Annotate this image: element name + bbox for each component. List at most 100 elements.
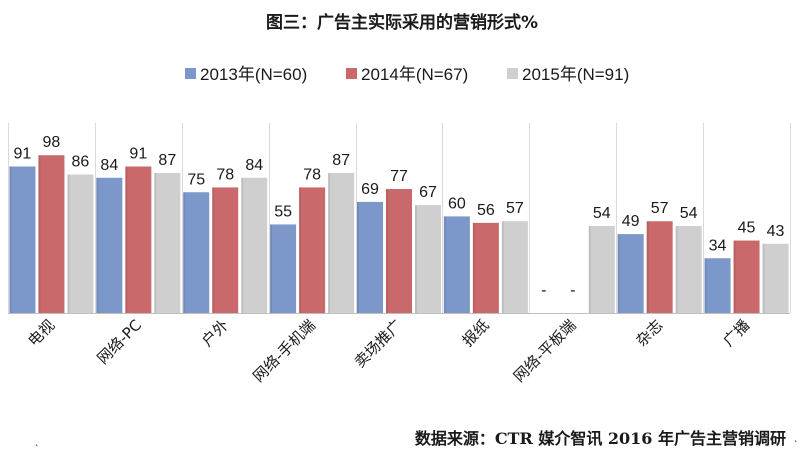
bar — [357, 201, 383, 313]
bar — [38, 155, 65, 313]
bar — [704, 258, 731, 313]
legend-swatch-2 — [507, 68, 518, 79]
data-label: 57 — [651, 200, 669, 217]
category-label: 网络-平板端 — [510, 316, 580, 386]
bar-shade — [96, 177, 99, 313]
data-label: 49 — [622, 213, 640, 230]
data-label: 78 — [303, 166, 321, 183]
bar — [588, 226, 615, 313]
data-label: 98 — [43, 134, 61, 151]
bar-shade — [386, 189, 388, 313]
data-label: 86 — [72, 154, 90, 171]
bar — [9, 166, 36, 313]
bar — [617, 234, 644, 313]
bar-shade — [270, 224, 273, 313]
bar — [96, 177, 123, 313]
bar-shade — [675, 226, 678, 313]
data-label: 91 — [14, 145, 32, 162]
bar — [386, 189, 412, 313]
data-label: 87 — [332, 152, 350, 169]
bar-shade — [501, 221, 504, 313]
chart-data-labels: 91 98 86 84 91 87 75 78 84 55 78 87 69 77 67 60 56 57 - - 54… — [14, 134, 785, 299]
bar — [415, 205, 441, 313]
bar-shade — [415, 205, 417, 313]
data-label: 84 — [100, 157, 118, 174]
bar — [762, 243, 789, 313]
data-label: 34 — [709, 237, 727, 254]
bar — [241, 177, 268, 313]
legend-label-0: 2013年(N=60) — [200, 65, 307, 84]
bar-shade — [704, 258, 707, 313]
bar — [472, 222, 499, 313]
data-label: 43 — [767, 223, 785, 240]
bar-shade — [443, 216, 446, 313]
bar-shade — [588, 226, 591, 313]
data-label: 45 — [738, 220, 756, 237]
bar — [270, 224, 297, 313]
data-label: 77 — [390, 168, 408, 185]
bar-shade — [646, 221, 649, 313]
bar-shade — [38, 155, 41, 313]
bar — [733, 240, 760, 313]
source-note: 数据来源：CTR 媒介智讯 2016 年广告主营销调研 — [415, 429, 786, 448]
data-label: 54 — [593, 205, 611, 222]
bar — [501, 221, 528, 313]
data-label: 84 — [245, 157, 263, 174]
bar-shade — [67, 174, 70, 313]
right-decoration-mark: ˛ — [793, 430, 799, 443]
left-decoration-mark: ˛ — [34, 434, 40, 447]
bar — [154, 172, 181, 313]
data-label: 54 — [680, 205, 698, 222]
category-label: 户外 — [198, 316, 232, 350]
bar-shade — [241, 177, 244, 313]
bar — [299, 187, 326, 313]
bar — [328, 172, 355, 313]
legend-label-2: 2015年(N=91) — [522, 65, 629, 84]
data-label: 55 — [274, 203, 292, 220]
data-label: 60 — [448, 195, 466, 212]
category-label: 网络-手机端 — [249, 316, 319, 386]
bar — [646, 221, 673, 313]
data-label: 57 — [506, 200, 524, 217]
legend-label-1: 2014年(N=67) — [361, 65, 468, 84]
bar-shade — [328, 172, 331, 313]
chart-gridlines — [8, 123, 791, 314]
data-label: 67 — [419, 184, 437, 201]
legend-swatch-1 — [346, 68, 357, 79]
bar-shade — [762, 243, 765, 313]
bar-shade — [472, 222, 475, 313]
bar-shade — [617, 234, 620, 313]
bar-shade — [125, 166, 128, 313]
data-label: 87 — [158, 152, 176, 169]
category-label: 广播 — [719, 316, 753, 350]
category-label: 杂志 — [633, 316, 667, 350]
bar-shade — [733, 240, 736, 313]
data-label: 56 — [477, 202, 495, 219]
bar — [125, 166, 152, 313]
bar — [212, 187, 239, 313]
chart-bars — [9, 155, 789, 313]
data-label-missing: - — [541, 282, 546, 299]
bar-shade — [299, 187, 302, 313]
chart-category-labels: 电视 网络-PC 户外 网络-手机端 卖场推广 报纸 网络-平板端 杂志 广播 — [24, 316, 753, 386]
category-label: 报纸 — [459, 316, 493, 350]
bar — [443, 216, 470, 313]
data-label-missing: - — [570, 282, 575, 299]
bar — [183, 192, 210, 313]
data-label: 78 — [216, 166, 234, 183]
bar-shade — [9, 166, 12, 313]
category-label: 电视 — [24, 316, 58, 350]
bar — [67, 174, 94, 313]
legend-swatch-0 — [185, 68, 196, 79]
data-label: 75 — [187, 171, 205, 188]
chart-title: 图三：广告主实际采用的营销形式% — [266, 12, 538, 33]
bar-shade — [212, 187, 215, 313]
category-label: 网络-PC — [94, 316, 146, 368]
bar-shade — [183, 192, 186, 313]
chart-legend: 2013年(N=60) 2014年(N=67) 2015年(N=91) — [185, 65, 629, 84]
category-label: 卖场推广 — [351, 316, 406, 371]
bar — [675, 226, 702, 313]
data-label: 69 — [361, 181, 379, 198]
bar-shade — [154, 172, 157, 313]
